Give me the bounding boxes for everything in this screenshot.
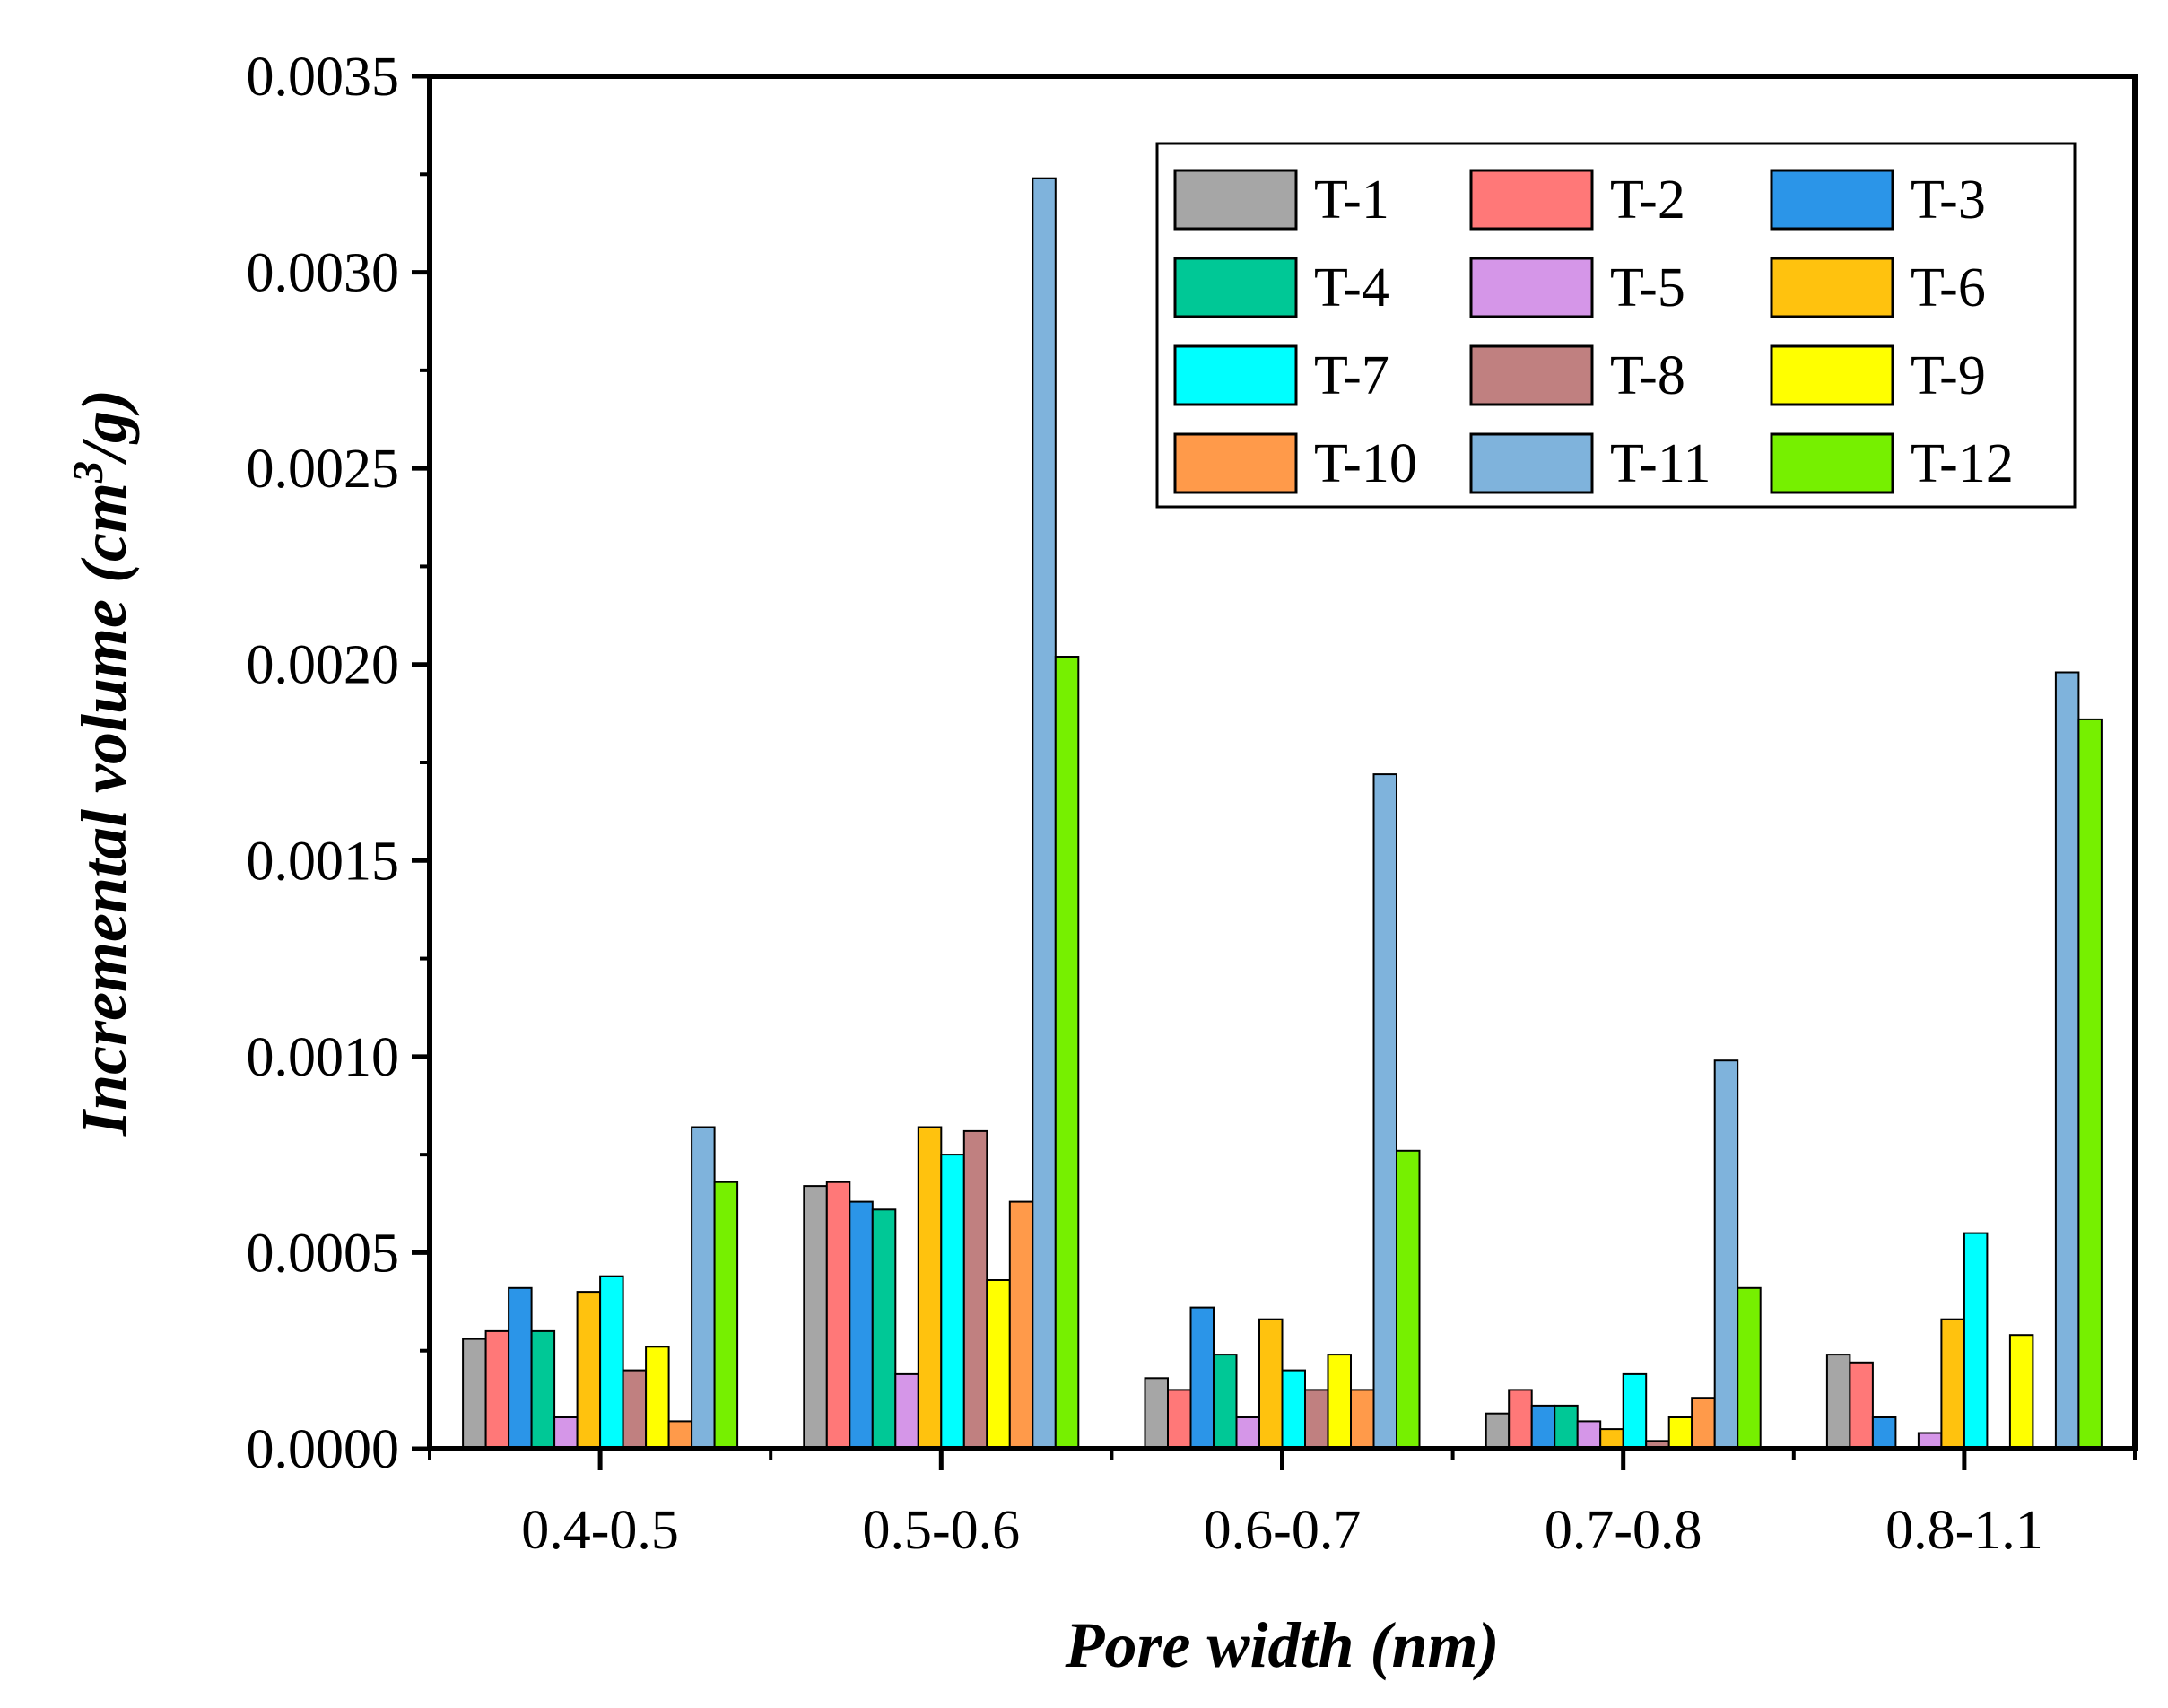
bar-t-11-0.7-0.8	[1713, 1059, 1739, 1450]
x-axis-title: Pore width (nm)	[1064, 1609, 1499, 1681]
bar-t-9-0.8-1.1	[2008, 1334, 2034, 1450]
bar-t-12-0.5-0.6	[1054, 656, 1080, 1450]
bar-t-2-0.6-0.7	[1167, 1389, 1192, 1451]
legend-label-t-11: T-11	[1610, 433, 1711, 494]
bar-t-1-0.4-0.5	[462, 1338, 487, 1450]
legend-swatch-t-8	[1469, 344, 1594, 406]
legend-swatch-t-10	[1173, 432, 1298, 494]
bar-t-5-0.6-0.7	[1235, 1416, 1260, 1450]
legend-swatch-t-6	[1770, 257, 1894, 318]
bar-t-1-0.7-0.8	[1485, 1412, 1511, 1450]
legend-label-t-9: T-9	[1911, 345, 1986, 406]
legend-swatch-t-1	[1173, 169, 1298, 231]
bar-t-7-0.7-0.8	[1622, 1372, 1648, 1451]
bar-t-1-0.8-1.1	[1825, 1354, 1851, 1450]
y-tick-label: 0.0035	[247, 47, 400, 108]
y-tick-label: 0.0010	[247, 1027, 400, 1088]
y-axis-title: Incremental volume (cm3/g)	[65, 389, 140, 1137]
bar-t-11-0.8-1.1	[2054, 671, 2080, 1450]
bar-t-10-0.4-0.5	[667, 1420, 693, 1451]
x-tick-label: 0.5-0.6	[862, 1500, 1020, 1561]
legend-label-t-10: T-10	[1314, 433, 1417, 494]
y-tick-label: 0.0015	[247, 831, 400, 892]
y-tick-label: 0.0020	[247, 635, 400, 696]
bar-t-6-0.6-0.7	[1258, 1318, 1284, 1450]
legend-swatch-t-11	[1469, 432, 1594, 494]
bar-t-1-0.5-0.6	[803, 1185, 828, 1450]
bar-t-2-0.8-1.1	[1849, 1361, 1874, 1451]
bar-t-7-0.4-0.5	[599, 1275, 624, 1450]
legend-swatch-t-4	[1173, 257, 1298, 318]
legend-label-t-2: T-2	[1610, 170, 1685, 231]
y-tick-label: 0.0030	[247, 243, 400, 304]
bar-t-12-0.7-0.8	[1737, 1286, 1762, 1451]
bar-t-10-0.7-0.8	[1691, 1397, 1716, 1450]
legend-swatch-t-9	[1770, 344, 1894, 406]
bar-t-11-0.6-0.7	[1372, 773, 1397, 1450]
legend-label-t-3: T-3	[1911, 170, 1986, 231]
legend: T-1 T-2 T-3 T-4 T-5 T-6 T-7 T-8 T-9 T-10 T-11 T-12	[1155, 142, 2077, 509]
legend-swatch-t-2	[1469, 169, 1594, 231]
legend-swatch-t-7	[1173, 344, 1298, 406]
legend-label-t-5: T-5	[1610, 257, 1685, 318]
bar-t-2-0.4-0.5	[484, 1329, 510, 1451]
bar-t-5-0.4-0.5	[553, 1416, 579, 1450]
legend-label-t-8: T-8	[1610, 345, 1685, 406]
bar-t-5-0.5-0.6	[894, 1372, 919, 1451]
bar-t-6-0.8-1.1	[1940, 1318, 1965, 1450]
bar-t-4-0.5-0.6	[871, 1208, 897, 1451]
legend-swatch-t-5	[1469, 257, 1594, 318]
bar-t-6-0.5-0.6	[917, 1126, 943, 1450]
bar-t-3-0.6-0.7	[1189, 1306, 1215, 1450]
legend-label-t-12: T-12	[1911, 433, 2014, 494]
x-tick-label: 0.6-0.7	[1204, 1500, 1362, 1561]
plot-area	[462, 177, 2103, 1451]
bar-t-3-0.4-0.5	[508, 1286, 533, 1451]
legend-label-t-7: T-7	[1314, 345, 1389, 406]
bar-t-8-0.5-0.6	[962, 1129, 988, 1451]
bar-t-12-0.4-0.5	[713, 1181, 739, 1450]
bar-t-9-0.7-0.8	[1667, 1416, 1693, 1450]
x-tick-label: 0.7-0.8	[1545, 1500, 1702, 1561]
bar-t-2-0.7-0.8	[1508, 1389, 1533, 1451]
bar-t-9-0.4-0.5	[645, 1346, 670, 1451]
bar-t-5-0.7-0.8	[1576, 1420, 1602, 1451]
bar-t-4-0.6-0.7	[1213, 1354, 1238, 1450]
bar-t-12-0.8-1.1	[2077, 718, 2103, 1450]
legend-label-t-6: T-6	[1911, 257, 1986, 318]
bar-t-4-0.4-0.5	[530, 1329, 556, 1451]
y-tick-label: 0.0000	[247, 1419, 400, 1480]
bar-t-9-0.6-0.7	[1327, 1354, 1352, 1450]
bar-t-2-0.5-0.6	[825, 1181, 851, 1450]
bar-t-8-0.6-0.7	[1304, 1389, 1329, 1451]
bar-t-11-0.4-0.5	[691, 1126, 716, 1450]
legend-label-t-4: T-4	[1314, 257, 1389, 318]
legend-swatch-t-12	[1770, 432, 1894, 494]
bar-t-1-0.6-0.7	[1144, 1377, 1169, 1451]
bar-t-10-0.5-0.6	[1008, 1200, 1034, 1450]
bar-t-10-0.6-0.7	[1350, 1389, 1375, 1451]
bar-t-8-0.4-0.5	[622, 1369, 648, 1450]
y-tick-label: 0.0005	[247, 1223, 400, 1284]
bar-t-7-0.8-1.1	[1963, 1232, 1989, 1450]
bar-t-4-0.7-0.8	[1554, 1404, 1579, 1451]
bar-t-7-0.6-0.7	[1281, 1369, 1306, 1450]
bar-t-3-0.7-0.8	[1530, 1404, 1556, 1451]
bar-t-12-0.6-0.7	[1396, 1149, 1421, 1451]
x-tick-label: 0.8-1.1	[1885, 1500, 2043, 1561]
bar-t-9-0.5-0.6	[986, 1279, 1011, 1450]
bar-t-6-0.4-0.5	[576, 1291, 602, 1450]
legend-swatch-t-3	[1770, 169, 1894, 231]
bar-t-3-0.5-0.6	[849, 1200, 874, 1450]
bar-t-3-0.8-1.1	[1871, 1416, 1897, 1450]
legend-box	[1155, 142, 2077, 509]
axes: 0.0000 0.0005 0.0010 0.0015 0.0020 0.0025 0.00…	[247, 47, 2137, 1561]
x-tick-label: 0.4-0.5	[521, 1500, 679, 1561]
legend-label-t-1: T-1	[1314, 170, 1389, 231]
bar-t-11-0.5-0.6	[1032, 177, 1057, 1451]
bar-t-6-0.7-0.8	[1599, 1428, 1624, 1450]
bar-t-7-0.5-0.6	[940, 1154, 965, 1450]
y-tick-label: 0.0025	[247, 439, 400, 500]
